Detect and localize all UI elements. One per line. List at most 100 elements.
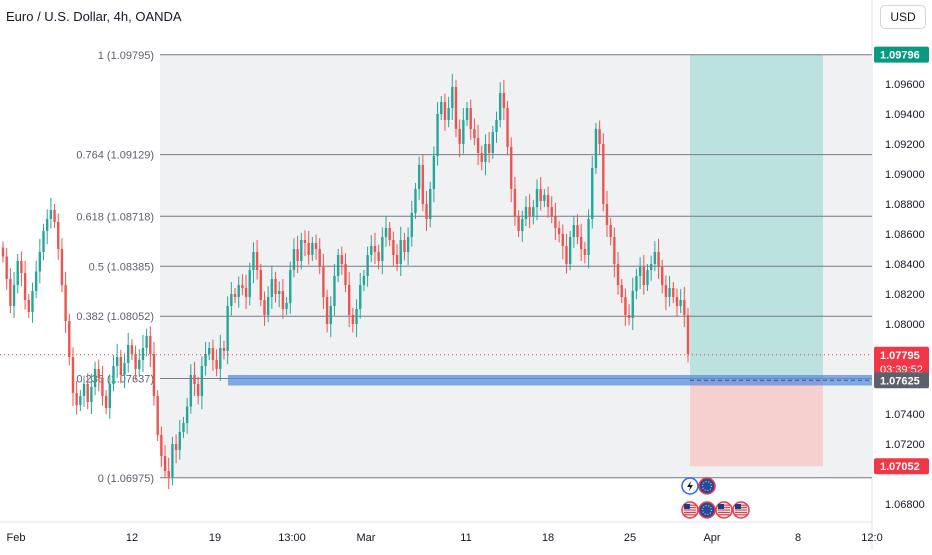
candle-body — [502, 93, 506, 108]
candle-body — [112, 366, 115, 384]
candle-body — [314, 243, 318, 249]
candle-body — [469, 108, 472, 129]
candle-body — [237, 285, 240, 297]
flag-canton — [684, 504, 690, 509]
candle-body — [686, 315, 690, 354]
candle-body — [576, 225, 579, 237]
candle-body — [388, 228, 391, 240]
candle-body — [425, 204, 428, 219]
candle-body — [152, 354, 156, 396]
candle-body — [521, 219, 524, 231]
price-tick-label: 1.09400 — [885, 109, 925, 121]
candle-body — [252, 252, 255, 270]
candle-body — [226, 306, 229, 351]
candle-body — [53, 210, 56, 222]
candle-body — [9, 279, 12, 306]
candle-body — [163, 456, 167, 471]
candle-body — [605, 204, 609, 225]
price-tag[interactable]: 1.07052 — [874, 458, 929, 475]
candle-body — [462, 120, 465, 144]
time-tick-label: 11 — [460, 532, 471, 544]
candle-body — [613, 237, 616, 264]
candle-body — [182, 423, 185, 432]
price-tag-text: 1.07795 — [880, 350, 920, 362]
price-tag[interactable]: 1.09796 — [874, 46, 929, 63]
candle-body — [336, 255, 340, 276]
candle-body — [263, 300, 266, 315]
candle-body — [115, 357, 119, 366]
price-tag-text: 1.07625 — [880, 375, 920, 387]
candle-body — [82, 384, 86, 396]
us-flag-icon[interactable] — [715, 501, 733, 519]
currency-button[interactable]: USD — [880, 5, 926, 29]
us-flag-icon[interactable] — [681, 501, 699, 519]
price-tick-label: 1.08600 — [885, 229, 925, 241]
price-tick-label: 1.08400 — [885, 259, 925, 271]
candle-body — [208, 348, 211, 354]
candle-body — [568, 237, 572, 264]
candle-body — [60, 249, 64, 285]
price-tick-label: 1.07400 — [885, 409, 925, 421]
candle-body — [351, 315, 355, 324]
candle-body — [546, 195, 550, 207]
candle-body — [384, 228, 388, 237]
flag-canton — [718, 504, 724, 509]
eu-flag-icon[interactable] — [698, 477, 716, 495]
time-tick-label: 12:0 — [861, 532, 882, 544]
candle-body — [495, 120, 498, 132]
candle-body — [134, 354, 137, 369]
candle-body — [642, 267, 646, 285]
candle-body — [649, 264, 653, 270]
candle-body — [200, 366, 204, 396]
loss-zone[interactable] — [690, 380, 823, 467]
price-tick-label: 1.09200 — [885, 139, 925, 151]
candle-body — [631, 291, 634, 318]
candle-body — [414, 189, 417, 213]
candle-body — [355, 309, 358, 324]
candle-body — [230, 294, 233, 306]
candle-body — [259, 270, 262, 300]
lightning-icon[interactable] — [681, 477, 699, 495]
price-tag-bg — [874, 458, 929, 475]
candle-body — [454, 87, 458, 129]
candle-body — [594, 129, 598, 168]
price-tag-bg — [874, 46, 929, 63]
candle-body — [86, 384, 89, 402]
candle-body — [675, 297, 679, 306]
candle-body — [64, 285, 67, 321]
candle-body — [34, 271, 38, 291]
candle-body — [395, 255, 399, 264]
us-flag-icon[interactable] — [732, 501, 750, 519]
candle-body — [557, 228, 561, 234]
fib-label: 0.618 (1.08718) — [76, 211, 154, 223]
candle-body — [296, 249, 299, 261]
candle-body — [344, 264, 347, 285]
candle-body — [484, 144, 487, 162]
candle-body — [219, 348, 222, 369]
candle-body — [75, 393, 78, 405]
candle-body — [635, 276, 638, 291]
candle-body — [602, 144, 605, 204]
candle-body — [174, 444, 178, 450]
candle-body — [587, 219, 590, 255]
candle-body — [440, 102, 443, 114]
eu-flag-icon[interactable] — [698, 501, 716, 519]
support-band[interactable] — [228, 375, 872, 386]
candle-body — [579, 237, 583, 249]
candle-body — [487, 144, 491, 153]
time-tick-label: 19 — [209, 532, 221, 544]
candle-body — [451, 87, 454, 108]
price-tag[interactable]: 1.07625 — [874, 372, 929, 389]
candle-body — [373, 246, 377, 252]
candle-body — [447, 108, 450, 120]
price-tag-bg — [874, 372, 929, 389]
candle-body — [270, 279, 274, 297]
candle-body — [333, 276, 336, 306]
profit-zone[interactable] — [690, 54, 823, 381]
candle-body — [476, 138, 480, 153]
candle-body — [347, 285, 351, 315]
fib-label: 0.382 (1.08052) — [76, 311, 154, 323]
candle-body — [145, 336, 148, 348]
